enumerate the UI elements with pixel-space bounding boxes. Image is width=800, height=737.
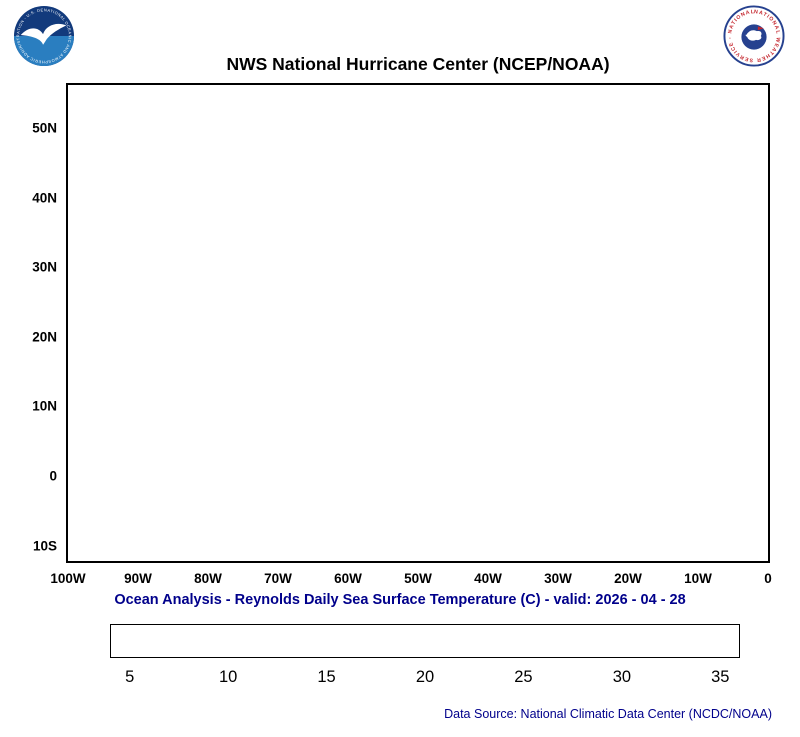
x-tick-label: 40W [474, 571, 502, 586]
colorbar-tick-label: 35 [711, 668, 730, 686]
x-tick-label: 70W [264, 571, 292, 586]
colorbar-tick-label: 5 [125, 668, 135, 686]
colorbar-tick-label: 15 [317, 668, 336, 686]
x-tick-label: 60W [334, 571, 362, 586]
y-tick-label: 20N [32, 329, 57, 345]
y-tick-label: 10S [32, 538, 57, 553]
x-tick-label: 80W [194, 571, 222, 586]
y-tick-label: 40N [32, 190, 57, 206]
y-tick-label: 0 [49, 468, 57, 484]
x-tick-label: 100W [50, 571, 86, 586]
sst-map-canvas [68, 85, 768, 561]
nws-flag-icon [757, 26, 764, 31]
y-tick-label: 30N [32, 259, 57, 275]
nws-landmass [745, 30, 762, 41]
map-caption: Ocean Analysis - Reynolds Daily Sea Surf… [114, 592, 686, 608]
x-tick-label: 10W [684, 571, 712, 586]
noaa-gull-icon [20, 23, 67, 45]
nws-logo: NATIONAL WEATHER SERVICE - NATIONAL WEAT… [720, 1, 785, 67]
colorbar-tick-label: 20 [415, 668, 435, 686]
colorbar [110, 624, 740, 658]
x-tick-label: 20W [614, 571, 642, 586]
sst-map [66, 83, 770, 563]
page-title: NWS National Hurricane Center (NCEP/NOAA… [226, 54, 610, 74]
x-tick-label: 30W [544, 571, 572, 586]
colorbar-tick-label: 25 [514, 668, 533, 686]
noaa-logo: NATIONAL OCEANIC AND ATMOSPHERIC ADMINIS… [11, 1, 75, 67]
x-tick-label: 90W [124, 571, 152, 586]
colorbar-tick-label: 30 [612, 668, 632, 686]
x-tick-label: 0 [764, 571, 772, 586]
noaa-ocean-half [13, 36, 75, 67]
colorbar-tick-label: 10 [218, 668, 238, 686]
data-source: Data Source: National Climatic Data Cent… [444, 707, 772, 721]
x-tick-label: 50W [404, 571, 432, 586]
y-tick-label: 10N [32, 398, 57, 414]
y-tick-label: 50N [32, 120, 57, 136]
